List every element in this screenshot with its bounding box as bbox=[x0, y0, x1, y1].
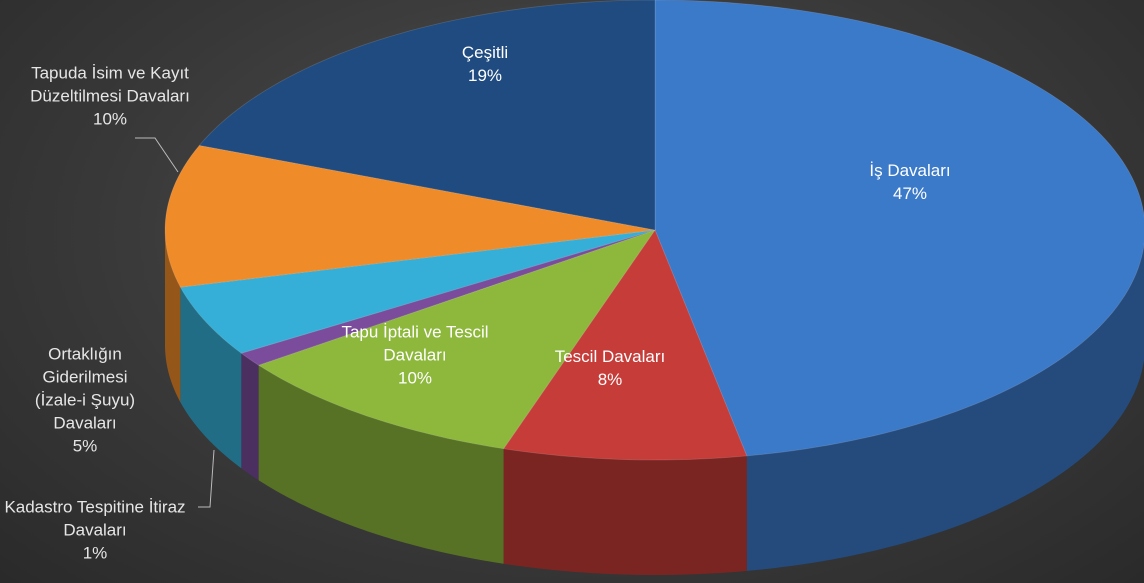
slice-label: Ortaklığın Giderilmesi (İzale-i Şuyu) Da… bbox=[25, 343, 145, 458]
leader-line bbox=[135, 137, 179, 173]
slice-side bbox=[746, 244, 1144, 571]
slice bbox=[164, 144, 656, 288]
slice-side bbox=[165, 230, 181, 403]
value-label: 5% bbox=[72, 436, 98, 456]
slice bbox=[179, 229, 656, 354]
category-label: Kadastro Tespitine İtiraz Davaları bbox=[4, 497, 186, 540]
slice-label: İş Davaları 47% bbox=[825, 159, 995, 205]
slice-label: Tescil Davaları 8% bbox=[530, 345, 690, 391]
value-label: 10% bbox=[397, 368, 433, 388]
value-label: 47% bbox=[892, 184, 928, 203]
category-label: Tapuda İsim ve Kayıt Düzeltilmesi Davala… bbox=[30, 63, 190, 106]
slice bbox=[257, 229, 657, 450]
slice bbox=[198, 0, 656, 231]
value-label: 19% bbox=[467, 66, 503, 85]
leader-line bbox=[198, 449, 215, 508]
category-label: Tapu İptali ve Tescil Davaları bbox=[341, 322, 489, 365]
slice-label: Tapu İptali ve Tescil Davaları 10% bbox=[315, 321, 515, 390]
slice-side bbox=[180, 287, 242, 469]
category-label: Ortaklığın Giderilmesi (İzale-i Şuyu) Da… bbox=[34, 344, 136, 433]
category-label: Tescil Davaları bbox=[554, 347, 666, 366]
slice-side bbox=[503, 448, 747, 575]
value-label: 8% bbox=[597, 370, 623, 389]
slice bbox=[502, 229, 748, 461]
slice-side bbox=[241, 353, 259, 481]
slice-label: Tapuda İsim ve Kayıt Düzeltilmesi Davala… bbox=[0, 62, 220, 131]
value-label: 1% bbox=[82, 543, 108, 563]
slice bbox=[654, 0, 1144, 457]
category-label: Çeşitli bbox=[461, 43, 509, 62]
slice-label: Kadastro Tespitine İtiraz Davaları 1% bbox=[0, 496, 195, 565]
category-label: İş Davaları bbox=[869, 161, 951, 180]
slice-side bbox=[258, 365, 504, 564]
slice bbox=[240, 229, 656, 366]
value-label: 10% bbox=[92, 109, 128, 129]
slice-label: Çeşitli 19% bbox=[425, 41, 545, 87]
